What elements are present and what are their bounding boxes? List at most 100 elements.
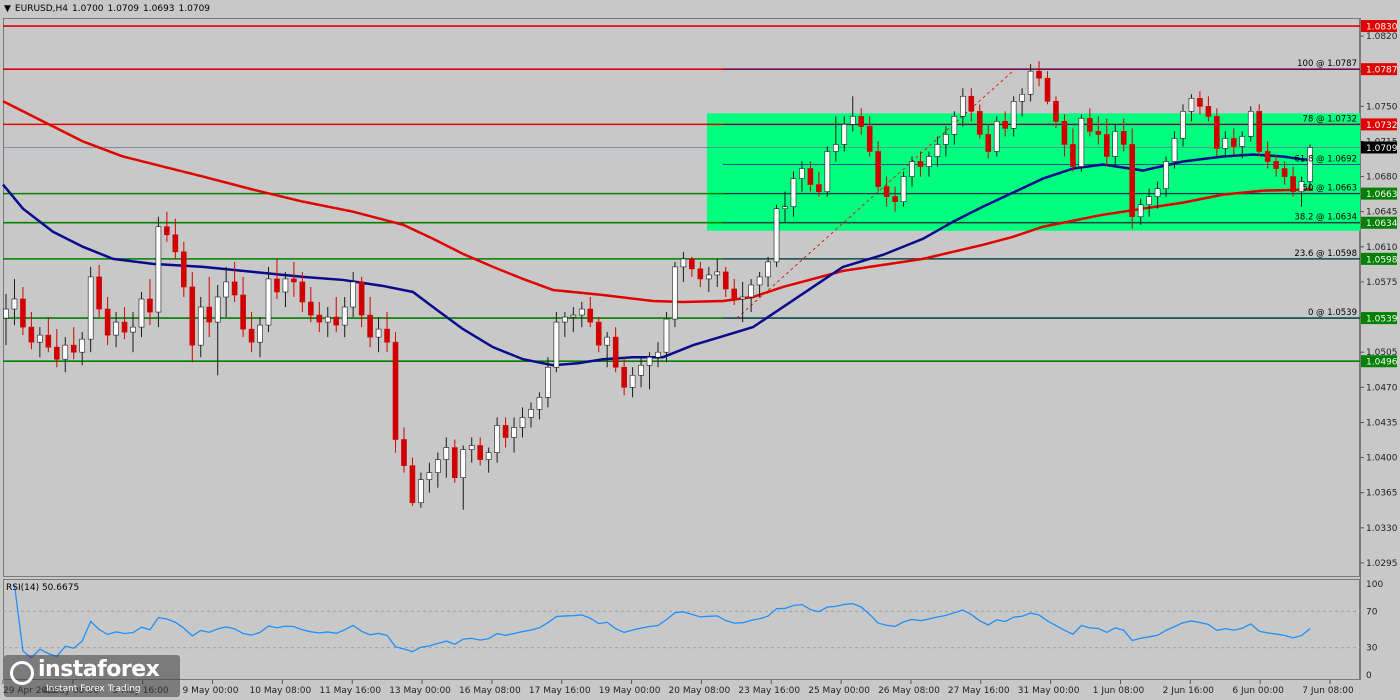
fibonacci-zone [707,113,1360,231]
bull-candle-body [155,226,162,313]
bear-candle-body [45,334,52,348]
level-tag-box [1361,216,1397,229]
candle [866,116,873,157]
bull-candle-body [934,144,941,157]
time-tick-label: 2 Jun 16:00 [1163,686,1215,696]
candle [1112,124,1119,167]
bull-candle-body [663,318,670,353]
fibonacci-labels-layer: 100 @ 1.0787 78 @ 1.0732 61.8 @ 1.0692 50 @… [1294,59,1357,318]
time-tick-label: 6 Jun 00:00 [1232,686,1284,696]
price-tick-label: 1.0470 [1366,383,1398,393]
rsi-axis-label: 0 [1366,671,1372,681]
time-tick-label: 16 May 08:00 [459,686,521,696]
candle [655,342,661,368]
collapse-arrow-icon[interactable]: ▼ [4,4,11,14]
candle [663,312,670,363]
candle [587,297,594,328]
candle [528,402,534,428]
price-tick-label: 1.0330 [1366,524,1398,534]
bear-candle-body [816,184,822,192]
candle [595,317,602,353]
bull-candle-body [756,276,763,286]
moving-averages-layer [2,100,1313,367]
candle [1298,176,1305,207]
bull-candle-body [629,374,636,388]
bear-candle-body [1103,134,1110,157]
rsi-axis-label: 30 [1366,644,1378,654]
candle [79,332,86,366]
candle [934,136,941,167]
price-tick-label: 1.0295 [1366,559,1398,569]
candle [341,297,348,338]
bear-candle-body [1197,97,1203,107]
fibonacci-zone-layer [707,113,1360,231]
candle [443,437,450,478]
time-axis-layer: 29 Apr 20224 May 08:005 May 16:009 May 0… [2,680,1354,696]
bull-candle-body [782,206,788,209]
level-tag-label: 1.0634 [1366,219,1398,229]
bull-candle-body [545,366,551,398]
bear-candle-body [985,134,992,152]
bear-candle-body [1087,118,1093,132]
candle [545,357,551,408]
time-tick-label: 26 May 08:00 [878,686,940,696]
bull-candle-body [435,459,441,473]
bear-candle-body [883,186,890,197]
bear-candle-body [291,278,297,283]
bear-candle-body [28,326,35,343]
bear-candle-body [1264,151,1271,162]
candle [756,271,763,297]
bear-candle-body [70,344,77,353]
candle [1070,128,1076,172]
candle [1137,198,1144,225]
candle [240,276,246,338]
fibonacci-level-label: 0 @ 1.0539 [1308,308,1357,318]
candle [536,392,543,420]
bear-candle-body [96,276,102,310]
candle [985,124,992,159]
bull-candle-body [37,334,43,343]
bear-candle-body [121,321,128,333]
candle [265,266,272,333]
candle [1239,131,1246,159]
bull-candle-body [113,321,119,336]
bear-candle-body [1070,144,1076,167]
candle [824,146,831,197]
bull-candle-body [748,284,754,298]
bull-candle-body [646,356,653,366]
bull-candle-body [714,271,721,276]
candle [409,457,416,506]
bear-candle-body [274,278,280,293]
bull-candle-body [536,397,543,410]
candle [384,312,390,353]
fibonacci-level-label: 61.8 @ 1.0692 [1294,155,1357,165]
level-tag-box [1361,20,1397,33]
level-tag-box [1361,312,1397,325]
bear-candle-body [181,251,187,288]
bull-candle-body [468,445,475,450]
symbol-label: EURUSD,H4 [14,4,69,14]
price-tick-label: 1.0610 [1366,243,1398,253]
bull-candle-body [79,338,86,353]
bull-candle-body [214,296,221,323]
bear-candle-body [1230,138,1237,147]
candle [485,447,492,473]
bull-candle-body [790,178,797,207]
candle [231,261,238,303]
bear-candle-body [1214,116,1220,149]
candle [1247,106,1254,142]
rsi-line [13,584,1311,659]
bull-candle-body [350,281,356,308]
candle [689,256,695,277]
candle [782,191,788,222]
candle [197,297,204,358]
candle [553,312,560,373]
candle [28,312,35,350]
bear-candle-body [858,116,865,127]
candle [96,264,102,318]
level-tag-label: 1.0830 [1366,23,1398,33]
current-price-tag: 1.0709 [1361,141,1398,154]
bull-candle-body [909,161,915,177]
logo-ring-icon [10,661,34,685]
bull-candle-body [460,449,467,478]
